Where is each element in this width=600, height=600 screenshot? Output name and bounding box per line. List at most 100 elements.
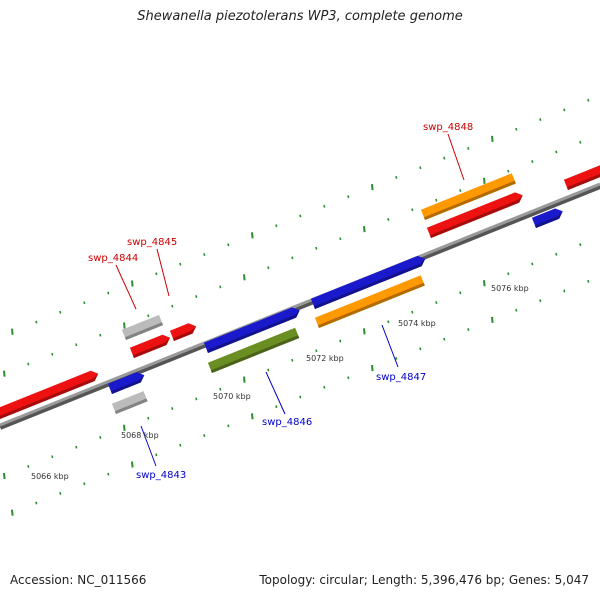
major-tick	[131, 280, 134, 287]
minor-tick	[515, 308, 518, 312]
gene-olive-swp-4846	[207, 327, 300, 373]
minor-tick	[203, 434, 206, 437]
minor-tick	[347, 376, 350, 380]
scale-label-5072: 5072 kbp	[306, 354, 344, 363]
major-tick	[483, 280, 486, 287]
gene-blue-swp-4846-upper	[203, 307, 300, 353]
minor-tick	[507, 272, 510, 276]
minor-tick	[155, 272, 158, 276]
minor-tick	[51, 352, 54, 356]
gene-label-swp-4848: swp_4848	[423, 122, 473, 133]
gene-red-swp-4845	[169, 323, 197, 341]
gene-red-swp-4848	[426, 192, 523, 238]
minor-tick	[155, 453, 158, 457]
gene-labels: swp_4844 swp_4845 swp_4848 swp_4843 swp_…	[88, 122, 473, 481]
gene-orange-swp-4847	[314, 275, 425, 328]
minor-tick	[203, 253, 206, 256]
scale-label-5074: 5074 kbp	[398, 319, 436, 328]
minor-tick	[339, 339, 342, 343]
minor-tick	[59, 492, 62, 495]
major-tick	[243, 274, 246, 281]
minor-tick	[563, 289, 566, 293]
gene-orange-swp-4848	[420, 173, 516, 220]
major-tick	[363, 226, 366, 233]
minor-tick	[515, 127, 518, 131]
minor-tick	[107, 472, 110, 476]
gene-blue-right-small	[531, 208, 563, 228]
major-tick	[251, 232, 254, 239]
minor-tick	[171, 304, 174, 308]
minor-tick	[315, 246, 318, 250]
minor-tick	[435, 301, 438, 304]
minor-tick	[587, 279, 590, 283]
minor-tick	[579, 140, 582, 144]
genome-summary-text: Topology: circular; Length: 5,396,476 bp…	[259, 573, 589, 587]
minor-tick	[179, 262, 182, 266]
minor-tick	[459, 189, 462, 192]
minor-tick	[539, 299, 542, 303]
gene-red-swp-4844	[129, 334, 170, 358]
major-tick	[371, 184, 374, 191]
minor-tick	[75, 445, 78, 449]
minor-tick	[467, 328, 470, 331]
major-tick	[11, 328, 14, 335]
major-tick	[3, 472, 6, 480]
minor-tick	[539, 118, 542, 121]
minor-tick	[435, 198, 438, 202]
minor-tick	[395, 357, 398, 360]
gene-label-swp-4845: swp_4845	[127, 237, 177, 248]
minor-tick	[563, 108, 566, 112]
scale-labels: 5066 kbp 5068 kbp 5070 kbp 5072 kbp 5074…	[31, 284, 529, 481]
label-leader-lines	[115, 133, 465, 467]
minor-tick	[275, 224, 278, 228]
minor-tick	[443, 337, 446, 341]
minor-tick	[171, 407, 174, 410]
gene-label-swp-4843: swp_4843	[136, 470, 186, 481]
scale-label-5076: 5076 kbp	[491, 284, 529, 293]
scale-label-5066: 5066 kbp	[31, 472, 69, 481]
minor-tick	[275, 405, 278, 409]
minor-tick	[323, 204, 326, 208]
minor-tick	[299, 214, 302, 218]
minor-tick	[579, 243, 582, 247]
minor-tick	[339, 237, 342, 241]
gene-label-swp-4846: swp_4846	[262, 417, 312, 428]
minor-tick	[179, 443, 182, 447]
gene-blue-swp-4843-upper	[107, 372, 145, 394]
gene-gray-swp-4844	[121, 314, 164, 340]
major-tick	[3, 370, 6, 377]
minor-tick	[299, 395, 302, 399]
map-title: Shewanella piezotolerans WP3, complete g…	[137, 9, 463, 24]
minor-tick	[555, 252, 558, 256]
major-tick	[491, 316, 494, 323]
minor-tick	[443, 156, 446, 160]
major-tick	[131, 461, 134, 468]
major-tick	[251, 413, 254, 420]
minor-tick	[219, 387, 222, 391]
minor-tick	[35, 320, 38, 324]
minor-tick	[419, 347, 422, 351]
major-tick	[243, 376, 246, 383]
minor-tick	[75, 343, 78, 347]
minor-tick	[459, 291, 462, 295]
gene-blue-mid	[310, 255, 426, 309]
minor-tick	[507, 169, 510, 173]
gene-label-swp-4847: swp_4847	[376, 372, 426, 383]
minor-tick	[99, 333, 102, 337]
minor-tick	[531, 262, 534, 266]
minor-tick	[147, 314, 150, 318]
minor-tick	[227, 424, 230, 428]
minor-tick	[227, 243, 230, 247]
minor-tick	[51, 455, 54, 459]
minor-tick	[387, 320, 390, 324]
major-tick	[363, 328, 366, 335]
minor-tick	[555, 150, 558, 154]
minor-tick	[267, 266, 270, 270]
minor-tick	[411, 208, 414, 212]
scale-label-5068: 5068 kbp	[121, 431, 159, 440]
gene-label-swp-4844: swp_4844	[88, 253, 138, 264]
scale-label-5070: 5070 kbp	[213, 392, 251, 401]
minor-tick	[315, 349, 318, 353]
minor-tick	[323, 385, 326, 389]
